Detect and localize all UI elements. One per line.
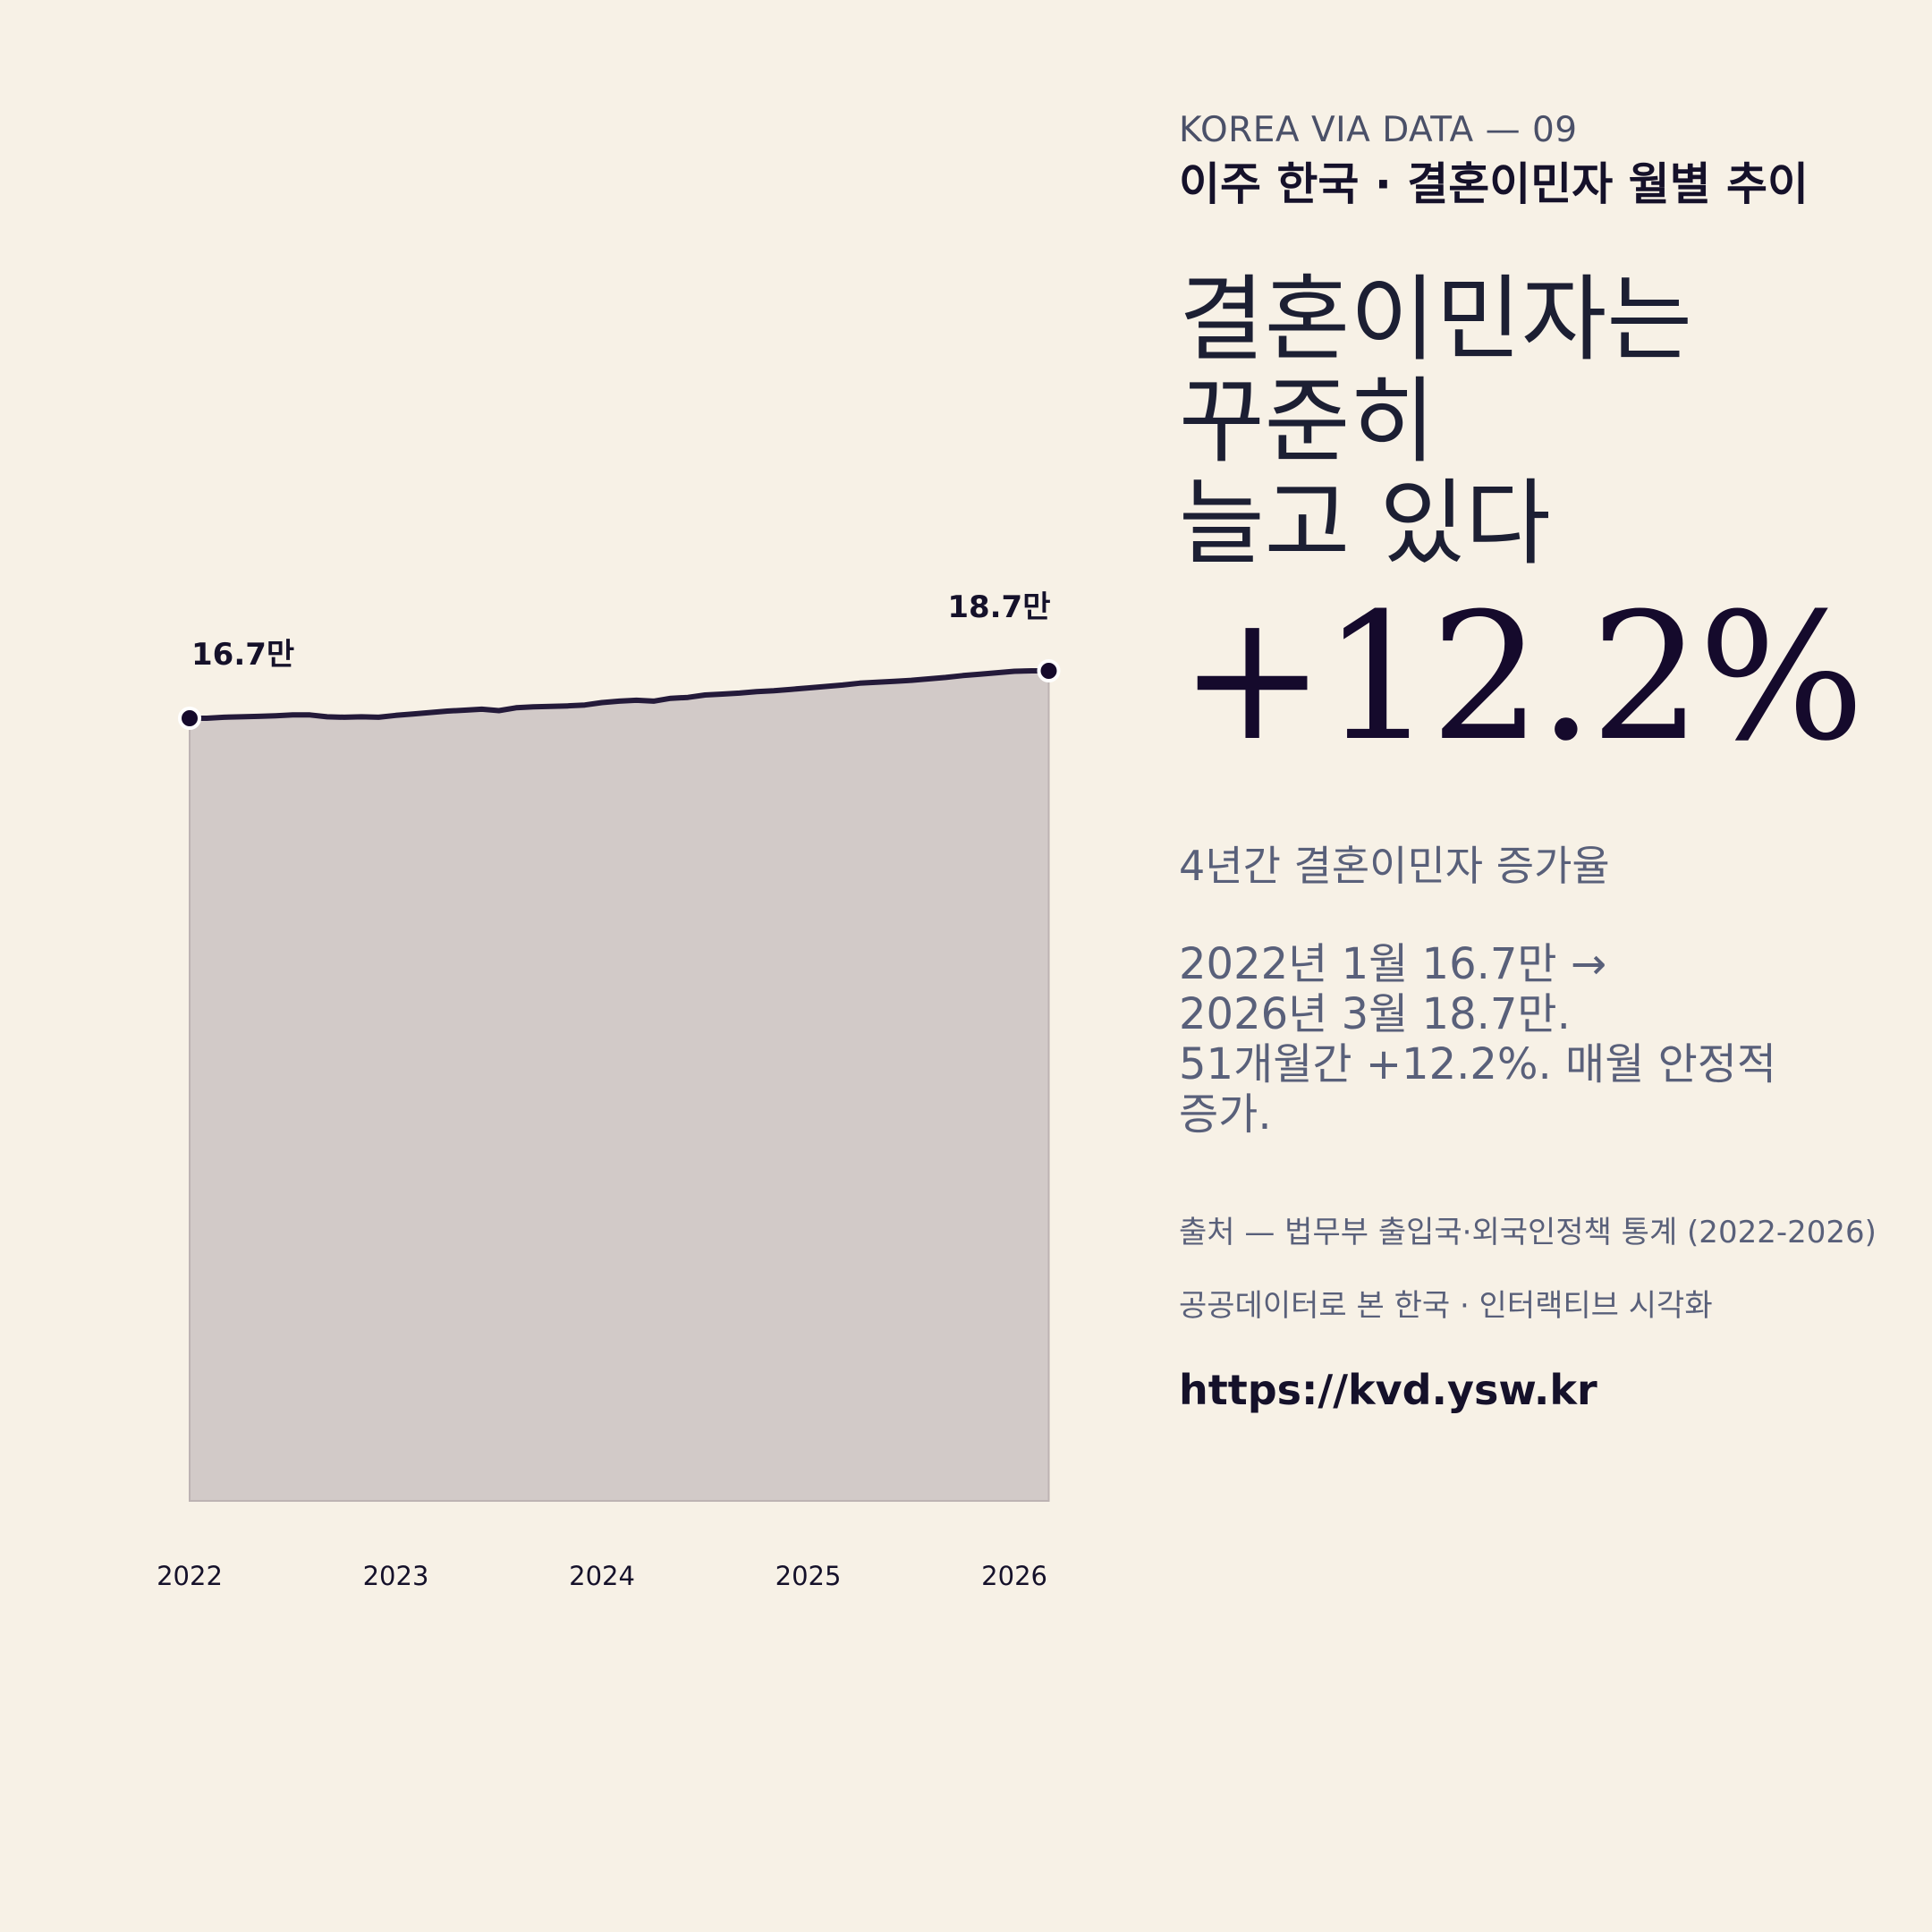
description-line-4: 증가. bbox=[1179, 1089, 1272, 1140]
end-markers bbox=[178, 659, 1061, 730]
headline: 결혼이민자는 꾸준히 늘고 있다 bbox=[1179, 268, 1930, 574]
description: 2022년 1월 16.7만 → 2026년 3월 18.7만. 51개월간 +… bbox=[1179, 939, 1930, 1140]
end-point-marker bbox=[1037, 659, 1061, 682]
source-note: 출처 — 법무부 출입국·외국인정책 통계 (2022-2026) bbox=[1179, 1215, 1877, 1250]
info-panel: KOREA VIA DATA — 09 이주 한국 · 결혼이민자 월별 추이 … bbox=[1179, 106, 1930, 1417]
x-tick-label: 2026 bbox=[981, 1561, 1047, 1591]
x-tick-label: 2023 bbox=[363, 1561, 429, 1591]
start-value-label: 16.7만 bbox=[191, 637, 294, 673]
series-label: KOREA VIA DATA — 09 bbox=[1179, 110, 1578, 150]
headline-line-2: 꾸준히 bbox=[1179, 367, 1436, 476]
x-tick-label: 2024 bbox=[569, 1561, 635, 1591]
headline-line-1: 결혼이민자는 bbox=[1179, 265, 1693, 374]
growth-stat: +12.2% bbox=[1179, 576, 1865, 780]
series-line bbox=[190, 668, 1049, 721]
value-annotations: 16.7만 18.7만 bbox=[191, 589, 1051, 673]
start-point-marker bbox=[178, 707, 201, 730]
x-tick-label: 2025 bbox=[775, 1561, 842, 1591]
page-subtitle: 이주 한국 · 결혼이민자 월별 추이 bbox=[1179, 158, 1809, 210]
end-value-label: 18.7만 bbox=[947, 589, 1050, 625]
x-tick-label: 2022 bbox=[157, 1561, 223, 1591]
description-line-1: 2022년 1월 16.7만 → bbox=[1179, 939, 1607, 989]
growth-caption: 4년간 결혼이민자 증가율 bbox=[1179, 842, 1610, 890]
x-axis-ticks: 2022 2023 2024 2025 2026 bbox=[157, 1561, 1047, 1591]
headline-line-3: 늘고 있다 bbox=[1179, 469, 1551, 578]
description-line-3: 51개월간 +12.2%. 매월 안정적 bbox=[1179, 1039, 1777, 1089]
area-chart: 16.7만 18.7만 2022 2023 2024 2025 2026 bbox=[157, 589, 1061, 1591]
area-fill bbox=[189, 670, 1050, 1502]
credit-note: 공공데이터로 본 한국 · 인터랙티브 시각화 bbox=[1179, 1288, 1713, 1324]
description-line-2: 2026년 3월 18.7만. bbox=[1179, 989, 1571, 1039]
site-url-link[interactable]: https://kvd.ysw.kr bbox=[1179, 1366, 1597, 1414]
